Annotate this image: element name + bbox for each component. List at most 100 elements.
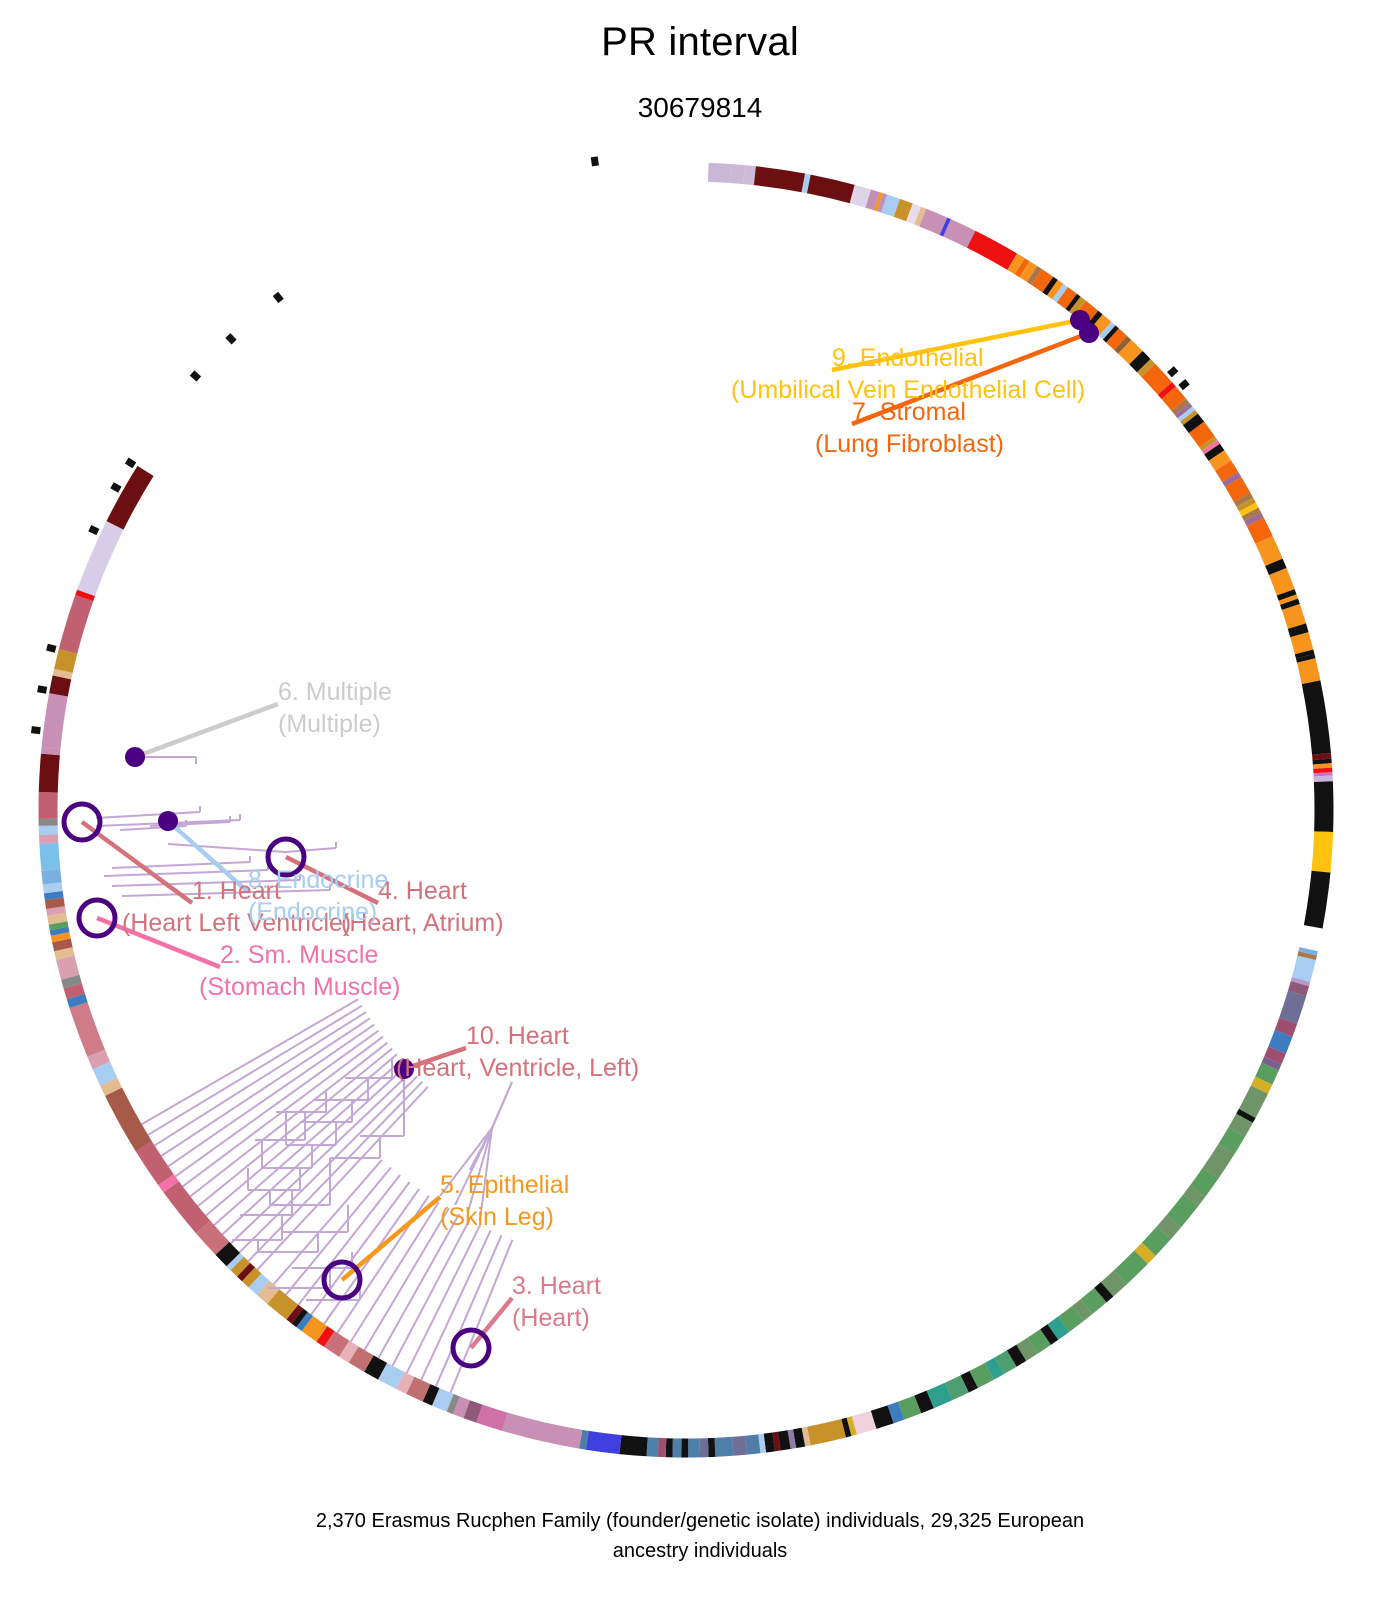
annotation-detail: (Heart, Atrium) [341,909,504,937]
ring-segment [286,1304,304,1324]
ring-tick [225,333,237,345]
ring-segment [943,219,976,248]
ring-segment [348,1346,374,1372]
annotation-label-5[interactable]: 5. Epithelial (Skin Leg) [440,1169,569,1233]
ring-segment [897,1395,922,1420]
ring-segment [1281,604,1307,629]
ring-segment [1297,658,1321,685]
annotation-label-8[interactable]: 8. Endocrine (Endocrine) [248,864,388,928]
annotation-marker-dot[interactable] [1070,310,1090,330]
ring-segment [1268,1030,1293,1054]
page-subtitle: 30679814 [637,92,763,123]
annotation-label-4[interactable]: 4. Heart (Heart, Atrium) [341,875,504,939]
annotation-name: 3. Heart [512,1272,601,1300]
annotation-name: 5. Epithelial [440,1171,570,1199]
annotation-label-3[interactable]: 3. Heart (Heart) [512,1270,601,1334]
ring-segment [1279,990,1307,1025]
annotation-leader-line [469,1296,514,1350]
page-title: PR interval [601,20,799,64]
annotation-marker-ring[interactable] [61,801,103,843]
ring-segment [1236,1108,1256,1123]
ring-segment [777,1430,791,1451]
ring-segment [41,869,62,885]
ring-segment [1222,472,1242,487]
ring-segment [291,1308,308,1328]
annotation-label-10[interactable]: 10. Heart (Heart, Ventricle, Left) [396,1020,639,1084]
dendrogram-branch [174,1029,380,1178]
annotation-label-2[interactable]: 2. Sm. Muscle (Stomach Muscle) [199,939,400,1003]
ring-segment [906,203,922,225]
ring-tick [46,643,57,653]
dendrogram-branch [221,1064,408,1236]
ring-segment [1278,594,1299,605]
annotation-label-6[interactable]: 6. Multiple (Multiple) [278,676,392,740]
annotation-markers [61,310,1099,1369]
dendrogram-branch [95,811,201,819]
ring-segment [431,1388,454,1412]
annotation-marker-ring[interactable] [265,836,307,878]
ring-segment [944,1375,969,1401]
ring-segment [339,1340,359,1363]
ring-segment [1188,421,1215,448]
dendrogram-branch [160,1017,371,1157]
annotation-detail: (Endocrine) [248,898,378,926]
annotation-marker-ring[interactable] [76,897,118,939]
ring-tick [1167,366,1179,378]
ring-segment [52,938,73,952]
ring-segment [966,230,1018,270]
ring-segment [1161,386,1186,411]
ring-segment [994,1350,1017,1375]
ring-segment [1294,649,1315,659]
ring-segment [753,166,806,193]
ring-segment [1311,831,1334,873]
ring-segment [1134,1242,1156,1264]
ring-segment [40,746,61,756]
ring-segment [1276,589,1297,601]
annotation-marker-dot[interactable] [158,811,178,831]
dendrogram-branch [238,1075,418,1254]
dendrogram-branch [349,1201,440,1343]
annotation-marker-dot[interactable] [125,747,145,767]
ring-segment [77,521,124,597]
annotation-label-9[interactable]: 9. Endothelial (Umbilical Vein Endothelia… [731,342,1085,406]
ring-segment [1287,981,1310,997]
ring-segment [241,1267,262,1288]
dendrogram-branch [285,847,337,853]
ring-segment [1141,1226,1171,1256]
ring-segment [881,194,901,217]
ring-segment [851,1410,877,1435]
annotation-label-7[interactable]: 7. Stromal (Lung Fibroblast) [815,396,1004,460]
ring-segment [841,1417,852,1438]
ring-segment [230,1256,251,1277]
ring-segment [422,1384,440,1406]
ring-segment [226,1252,244,1271]
ring-segment [1141,363,1173,395]
ring-segment [865,189,880,211]
ring-segment [1208,450,1232,471]
annotation-marker-dot[interactable] [394,1059,414,1079]
annotation-detail: (Heart, Ventricle, Left) [396,1054,640,1082]
ring-segment [267,1289,299,1320]
ring-segment [502,1412,583,1449]
ring-segment [919,208,948,235]
ring-segment [38,834,59,844]
annotation-marker-ring[interactable] [450,1327,492,1369]
dendrogram-branch [467,1127,493,1213]
ring-tick [37,685,48,694]
ring-segment [1014,258,1030,278]
annotation-detail: (Heart) [512,1304,590,1332]
annotation-marker-ring[interactable] [321,1259,363,1301]
ring-segment [1136,358,1156,377]
ring-segment [1255,535,1283,566]
dendrogram-branch [154,1011,367,1147]
annotation-label-1[interactable]: 1. Heart (Heart Left Ventricle) [122,875,351,939]
ring-segment [1056,287,1078,310]
ring-segment [237,1262,255,1282]
ring-segment [1040,1324,1059,1345]
ring-segment [1215,460,1239,483]
ring-segment [745,1434,761,1455]
ring-segment [579,1429,589,1450]
ring-segment [657,1437,667,1458]
ring-tick [1178,379,1190,391]
